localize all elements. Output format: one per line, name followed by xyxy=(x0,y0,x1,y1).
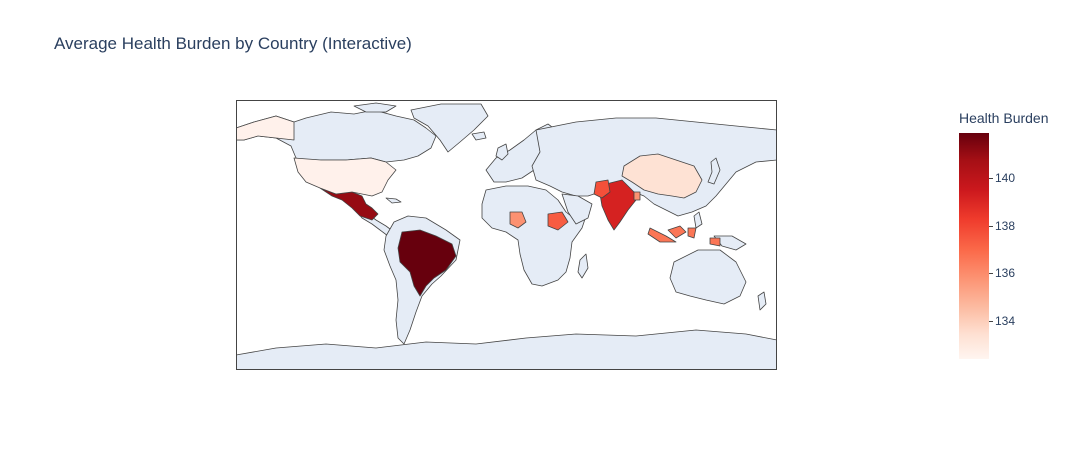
country-indonesia[interactable]: Indonesia xyxy=(647,227,677,243)
colorbar-tick-label: 138 xyxy=(995,219,1016,233)
land-antarctica xyxy=(236,329,777,370)
colorbar xyxy=(959,133,989,359)
land-caribbean xyxy=(385,197,402,204)
country-indonesia[interactable]: Indonesia xyxy=(667,225,687,239)
chart-title: Average Health Burden by Country (Intera… xyxy=(54,34,412,53)
land-iceland xyxy=(471,131,487,141)
land-japan xyxy=(707,157,721,185)
country-nigeria[interactable]: Nigeria xyxy=(509,211,527,229)
land-madagascar xyxy=(577,253,589,279)
land-uk xyxy=(495,143,509,161)
country-indonesia[interactable]: Indonesia xyxy=(687,227,697,239)
colorbar-tick-label: 134 xyxy=(995,314,1016,328)
colorbar-tick-label: 140 xyxy=(995,171,1016,185)
land-australia xyxy=(669,249,747,305)
land-new-zealand xyxy=(757,291,767,311)
colorbar-tickmark xyxy=(989,321,993,322)
country-united-states[interactable]: United States xyxy=(293,157,397,197)
country-brazil[interactable]: Brazil xyxy=(397,229,457,297)
colorbar-title: Health Burden xyxy=(959,110,1049,126)
country-bangladesh[interactable]: Bangladesh xyxy=(633,191,641,201)
land-arabia xyxy=(561,193,593,225)
colorbar-tickmark xyxy=(989,178,993,179)
world-map[interactable]: BrazilMexicoIndiaPakistanEthiopiaIndones… xyxy=(236,100,777,370)
land-new-guinea xyxy=(713,235,747,251)
country-china[interactable]: China xyxy=(621,153,703,199)
colorbar-tickmark xyxy=(989,226,993,227)
colorbar-tickmark xyxy=(989,273,993,274)
country-pakistan[interactable]: Pakistan xyxy=(593,179,611,199)
land-arctic-islands xyxy=(353,102,397,113)
country-ethiopia[interactable]: Ethiopia xyxy=(547,211,569,231)
land-greenland xyxy=(410,103,489,153)
land-philippines xyxy=(693,211,703,229)
land-africa xyxy=(481,185,587,287)
country-indonesia[interactable]: Indonesia xyxy=(709,237,721,247)
country-united-states[interactable]: United States xyxy=(236,115,295,141)
colorbar-tick-label: 136 xyxy=(995,266,1016,280)
